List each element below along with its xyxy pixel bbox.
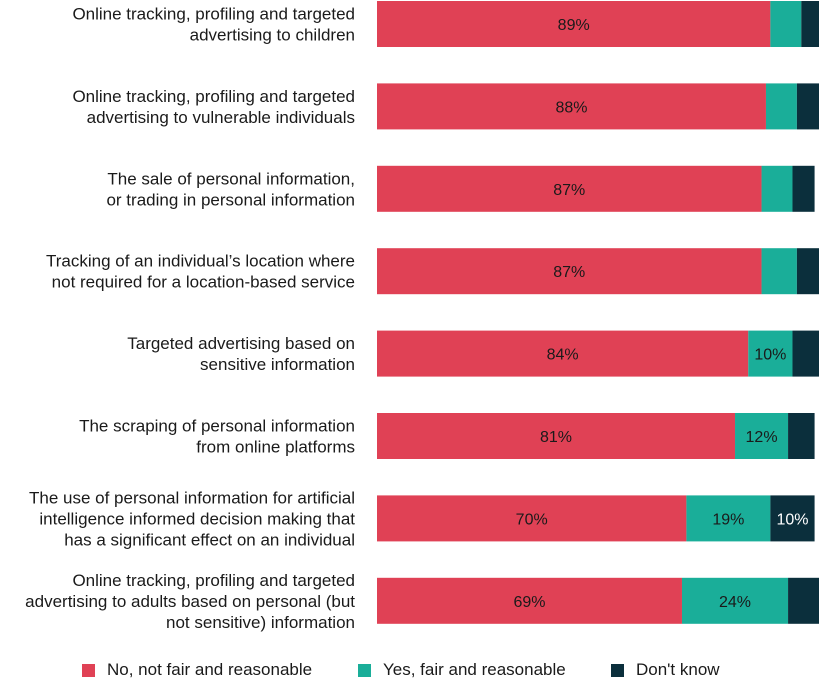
category-label-line: from online platforms [196, 438, 355, 457]
bar-segment-series-2 [796, 83, 819, 130]
legend-label-no: No, not fair and reasonable [107, 660, 313, 679]
data-label: 87% [553, 182, 585, 199]
category-label: Online tracking, profiling and targeted a… [72, 87, 355, 127]
bar-segment-series-0 [377, 413, 736, 459]
stacked-bar-chart: Online tracking, profiling and targeted a… [25, 1, 819, 632]
data-label: 10% [754, 347, 786, 364]
bar-segment-series-0 [377, 1, 771, 47]
bar-segment-series-0 [377, 165, 762, 212]
legend-item-no: No, not fair and reasonable [82, 660, 312, 680]
category-label-line: Tracking of an individual’s location whe… [46, 252, 355, 271]
category-label-line: Targeted advertising based on [127, 334, 355, 353]
bar-segment-series-2 [770, 495, 815, 542]
category-label-line: has a significant effect on an individua… [64, 530, 355, 549]
bar-segment-series-0 [377, 83, 766, 130]
category-label-line: not required for a location-based servic… [52, 273, 355, 292]
data-label: 70% [516, 511, 548, 528]
bar-segment-series-1 [748, 330, 793, 377]
category-label-line: Online tracking, profiling and targeted [72, 571, 355, 590]
bar-segment-series-2 [788, 413, 815, 459]
data-label: 89% [558, 17, 590, 34]
bar-segment-series-1 [761, 165, 793, 212]
category-label-line: The sale of personal information, [107, 169, 355, 188]
bar-segment-series-2 [792, 330, 819, 377]
legend-label-dont-know: Don't know [636, 660, 720, 679]
bar-segment-series-2 [792, 165, 815, 212]
bar-segment-series-2 [788, 577, 819, 624]
category-label: The scraping of personal information from… [79, 417, 355, 457]
category-label: Tracking of an individual’s location whe… [46, 252, 355, 292]
legend: No, not fair and reasonable Yes, fair an… [0, 660, 820, 684]
category-label-line: intelligence informed decision making th… [39, 509, 355, 528]
data-label: 69% [513, 594, 545, 611]
data-label: 87% [553, 264, 585, 281]
category-label-line: Online tracking, profiling and targeted [72, 87, 355, 106]
category-label: Online tracking, profiling and targeted a… [25, 571, 355, 632]
data-label: 84% [547, 347, 579, 364]
category-label-line: The use of personal information for arti… [29, 488, 355, 507]
category-label-line: The scraping of personal information [79, 417, 355, 436]
bar-segment-series-1 [735, 413, 789, 459]
data-label: 19% [712, 511, 744, 528]
category-label: The sale of personal information, or trad… [106, 169, 355, 209]
data-label: 12% [746, 429, 778, 446]
bar-segment-series-1 [681, 577, 789, 624]
legend-item-dont-know: Don't know [611, 660, 720, 680]
bar-segment-series-0 [377, 495, 687, 542]
bar-segment-series-1 [770, 1, 802, 47]
legend-swatch-no [82, 663, 95, 677]
bar-segment-series-0 [377, 330, 749, 377]
category-label-line: advertising to children [190, 26, 355, 45]
category-label-line: advertising to vulnerable individuals [87, 108, 355, 127]
data-label: 10% [776, 511, 808, 528]
category-label: Targeted advertising based on sensitive i… [127, 334, 355, 374]
category-label-line: sensitive information [200, 355, 355, 374]
legend-item-yes: Yes, fair and reasonable [358, 660, 566, 680]
legend-swatch-yes [358, 663, 371, 677]
data-label: 88% [555, 99, 587, 116]
data-label: 24% [719, 594, 751, 611]
bar-segment-series-2 [796, 248, 819, 295]
bar-segment-series-2 [801, 1, 819, 47]
legend-label-yes: Yes, fair and reasonable [383, 660, 566, 679]
bar-segment-series-1 [761, 248, 797, 295]
category-label-line: or trading in personal information [106, 190, 355, 209]
legend-swatch-dont-know [611, 663, 624, 677]
category-label: The use of personal information for arti… [29, 488, 355, 549]
bar-segment-series-0 [377, 248, 762, 295]
bar-segment-series-1 [686, 495, 771, 542]
bar-segment-series-0 [377, 577, 682, 624]
data-label: 81% [540, 429, 572, 446]
category-label-line: Online tracking, profiling and targeted [72, 5, 355, 24]
category-label-line: advertising to adults based on personal … [25, 592, 355, 611]
category-label-line: not sensitive) information [166, 613, 355, 632]
bar-segment-series-1 [765, 83, 797, 130]
category-label: Online tracking, profiling and targeted a… [72, 5, 355, 45]
